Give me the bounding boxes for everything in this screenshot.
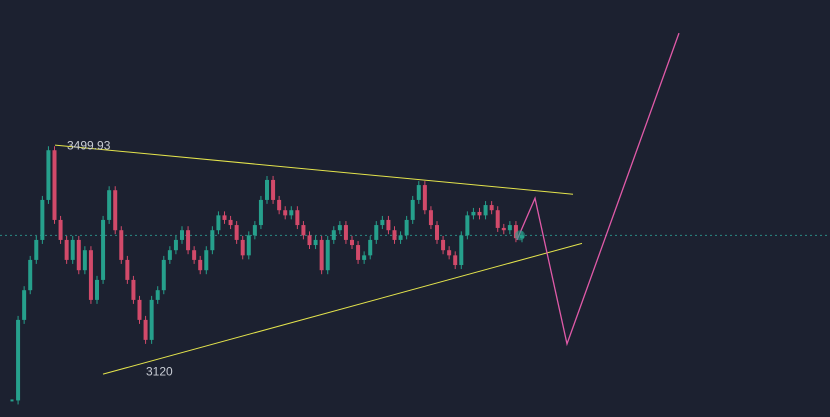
candle [265,179,269,200]
high-label: 3499.93 [67,138,111,152]
candle [149,299,154,340]
candle [422,185,427,211]
candle [113,190,118,231]
candle [398,235,403,240]
candle [283,210,288,216]
last-price-glow [515,230,525,241]
candle [76,239,81,271]
candle [453,255,458,266]
candle [137,299,142,320]
candle [143,319,148,340]
candle [167,250,172,260]
candle [16,319,21,401]
candle [477,211,482,216]
candle [34,239,39,260]
candle [392,230,397,240]
candle [428,210,433,226]
candle [240,239,245,256]
candle [404,219,409,236]
candle [131,279,136,300]
candle [495,210,500,228]
candle [95,279,99,300]
projection-path [516,32,680,347]
candle [416,185,421,200]
candle [234,225,239,240]
candle [513,225,518,239]
candle [210,230,215,251]
candle [101,219,106,280]
candle [435,225,439,240]
candle [441,239,446,251]
candle [204,250,209,271]
candle [161,259,166,291]
candle [319,239,324,271]
candle [22,290,27,320]
candle [295,210,300,226]
candle [301,225,306,236]
candle [362,255,367,260]
candle [271,179,276,200]
candle [380,219,385,226]
candle [180,230,184,240]
candle [343,225,348,240]
low-label: 3120 [146,364,173,378]
candle [222,215,227,220]
candle [70,239,75,260]
candle [64,239,69,260]
candle [228,219,233,226]
candle [307,235,312,246]
candle [10,399,14,402]
candle [52,150,57,220]
candle [410,199,415,220]
candle [107,190,112,220]
candle [483,205,488,216]
candle [40,199,45,240]
candle [258,199,263,226]
candle [489,205,494,211]
candle [459,235,464,266]
candle [331,230,336,240]
candle [374,225,379,240]
candle [325,239,330,271]
candle [465,215,470,236]
candle [289,210,294,216]
candle [501,227,506,231]
candle [356,245,361,260]
candle [119,230,124,260]
candle [216,215,221,231]
candle [471,211,476,216]
candle [198,259,203,271]
candle [337,225,342,231]
candle [125,259,130,280]
trendline [54,144,574,195]
candle [252,225,257,236]
candle [82,250,87,271]
candle [173,239,178,251]
candle [155,290,160,300]
candle [277,199,282,211]
candle [246,235,251,256]
candle [386,219,391,231]
candle [58,219,63,240]
candle [192,250,197,260]
trendline [102,242,583,375]
candle [88,250,93,300]
candle [350,239,354,246]
candle [507,225,512,231]
candle [368,239,373,256]
candle [46,150,51,200]
candle [186,230,191,251]
candle [28,259,33,291]
candle [313,239,318,246]
candle [447,250,452,256]
